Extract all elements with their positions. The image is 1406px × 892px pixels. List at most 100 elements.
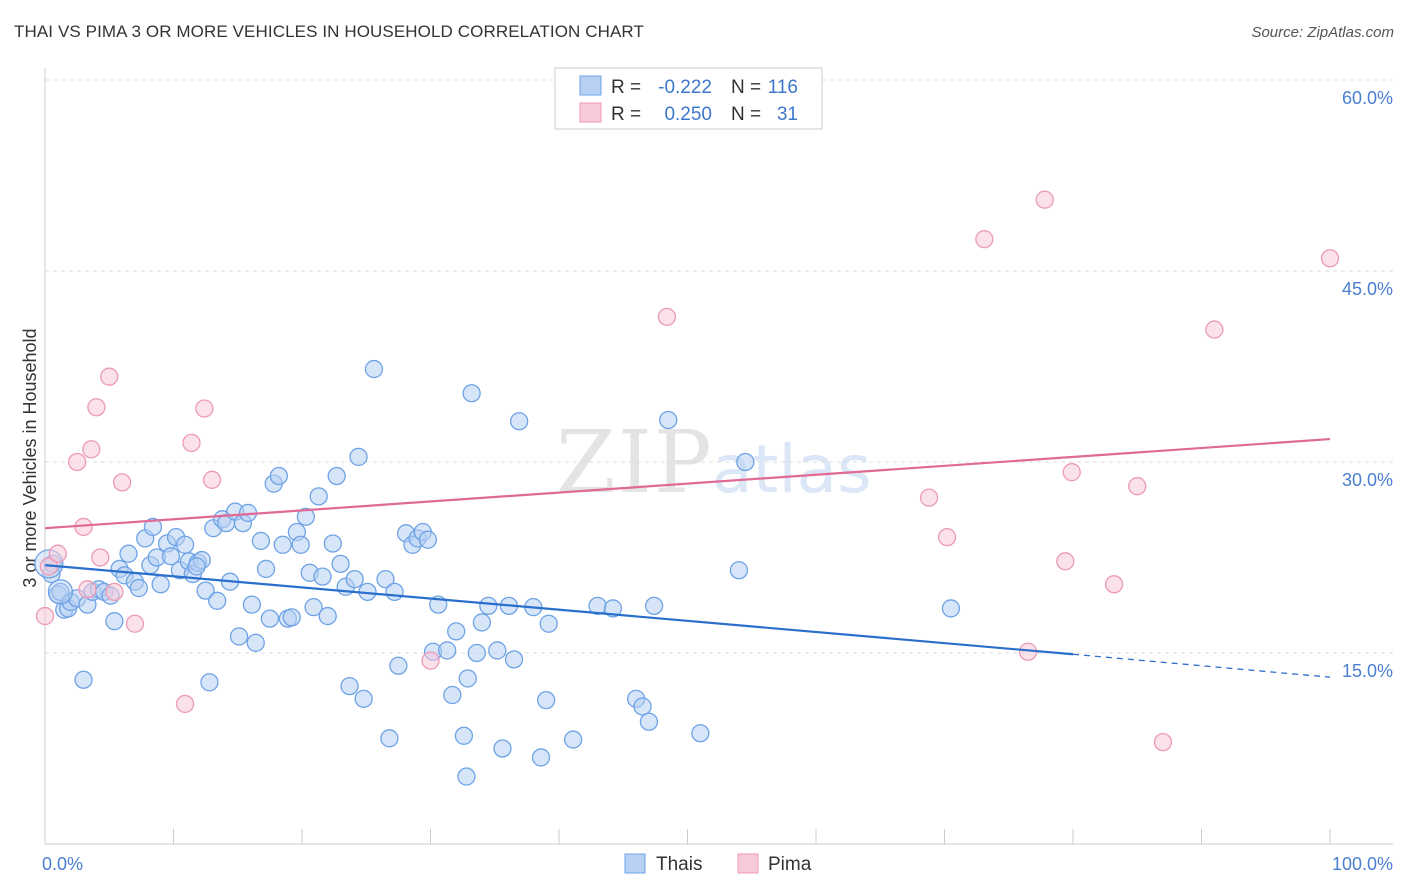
thais-point [539, 614, 558, 633]
thais-point [364, 359, 384, 379]
pima-point [48, 544, 67, 563]
thais-point [105, 612, 124, 631]
thais-point [691, 724, 710, 743]
thais-point [196, 581, 215, 600]
pima-point [1205, 320, 1224, 339]
thais-point [531, 748, 551, 767]
thais-point [462, 384, 481, 403]
thais-point [644, 596, 664, 616]
legend-n-label-pima: N = [731, 104, 761, 125]
thais-point [318, 606, 337, 626]
thais-point [472, 613, 492, 632]
watermark: ZIP atlas [556, 413, 872, 513]
watermark-zip: ZIP [556, 413, 714, 513]
chart-source: Source: ZipAtlas.com [1251, 24, 1394, 41]
pima-point [1320, 249, 1340, 268]
thais-point [447, 622, 466, 641]
thais-point [345, 569, 364, 589]
thais-point [457, 767, 476, 786]
x-tick-label-max: 100.0% [1332, 854, 1393, 874]
bottom-legend-label-thais: Thais [656, 854, 702, 875]
pima-point [1056, 552, 1075, 571]
thais-point [260, 609, 280, 628]
legend-r-label-thais: R = [611, 77, 641, 98]
thais-point [200, 673, 219, 692]
gridlines [45, 79, 1393, 654]
thais-point [309, 487, 328, 506]
bottom-legend-swatch-pima [737, 853, 759, 874]
y-tick-label: 45.0% [1342, 279, 1393, 299]
thais-point [493, 739, 512, 758]
thais-point [354, 689, 373, 708]
y-tick-label: 15.0% [1342, 661, 1393, 681]
thais-point [563, 730, 583, 749]
thais-point [510, 412, 529, 431]
pima-point [35, 606, 55, 626]
thais-point [537, 690, 556, 710]
thais-point [729, 561, 749, 580]
thais-point [129, 578, 148, 598]
thais-point [323, 534, 342, 553]
pima-point [1128, 477, 1147, 496]
thais-point [603, 599, 623, 618]
thais-point [119, 544, 138, 563]
legend-n-label-thais: N = [731, 77, 761, 98]
legend-r-value-thais: -0.222 [658, 77, 712, 98]
thais-point [639, 712, 659, 731]
y-tick-label: 30.0% [1342, 470, 1393, 490]
pima-point [657, 307, 677, 326]
series-pima-points [35, 190, 1340, 752]
thais-point [304, 598, 323, 617]
pima-point [67, 452, 87, 472]
pima-point [1035, 190, 1054, 209]
thais-point [340, 676, 359, 696]
thais-point-large [47, 579, 74, 605]
legend-r-label-pima: R = [611, 104, 641, 125]
thais-point [161, 547, 181, 566]
thais-point [282, 608, 301, 627]
thais-point [438, 641, 457, 660]
legend-swatch-pima [579, 102, 602, 123]
thais-point [273, 535, 292, 554]
thais-point [242, 595, 262, 614]
pima-point [78, 580, 97, 599]
thais-point [151, 575, 170, 594]
pima-point [112, 473, 132, 492]
thais-point [504, 650, 524, 669]
thais-point [736, 452, 755, 472]
pima-point [82, 440, 101, 459]
legend-r-value-pima: 0.250 [664, 104, 712, 125]
thais-point [74, 670, 93, 689]
chart-title: THAI VS PIMA 3 OR MORE VEHICLES IN HOUSE… [14, 22, 644, 41]
pima-trend-line [44, 437, 1331, 530]
x-axis-ticks [173, 829, 1331, 844]
pima-point [105, 582, 124, 602]
thais-point [418, 530, 438, 549]
trend-lines [44, 437, 1331, 678]
pima-point [421, 651, 440, 670]
legend-n-value-thais: 116 [768, 77, 798, 98]
thais-point [251, 531, 271, 551]
pima-point [125, 614, 145, 633]
bottom-legend-swatch-thais [624, 853, 646, 874]
pima-point [91, 548, 110, 567]
thais-point [380, 729, 399, 748]
pima-point [202, 470, 222, 489]
y-tick-labels: 15.0% 30.0% 45.0% 60.0% [1342, 88, 1393, 681]
thais-point [349, 447, 368, 467]
pima-point [175, 694, 195, 714]
thais-point [256, 559, 276, 579]
legend-swatch-thais [579, 75, 602, 96]
thais-point [488, 641, 507, 660]
thais-point [385, 582, 404, 602]
series-legend: Thais Pima [624, 853, 812, 875]
thais-point [269, 466, 289, 486]
thais-point [467, 643, 486, 663]
y-axis-label: 3 or more Vehicles in Household [20, 328, 40, 587]
thais-point [313, 567, 332, 586]
pima-point [1062, 463, 1081, 482]
thais-point [454, 726, 474, 745]
pima-point [919, 488, 939, 507]
correlation-legend: R = -0.222 N = 116 R = 0.250 N = 31 [554, 67, 823, 130]
